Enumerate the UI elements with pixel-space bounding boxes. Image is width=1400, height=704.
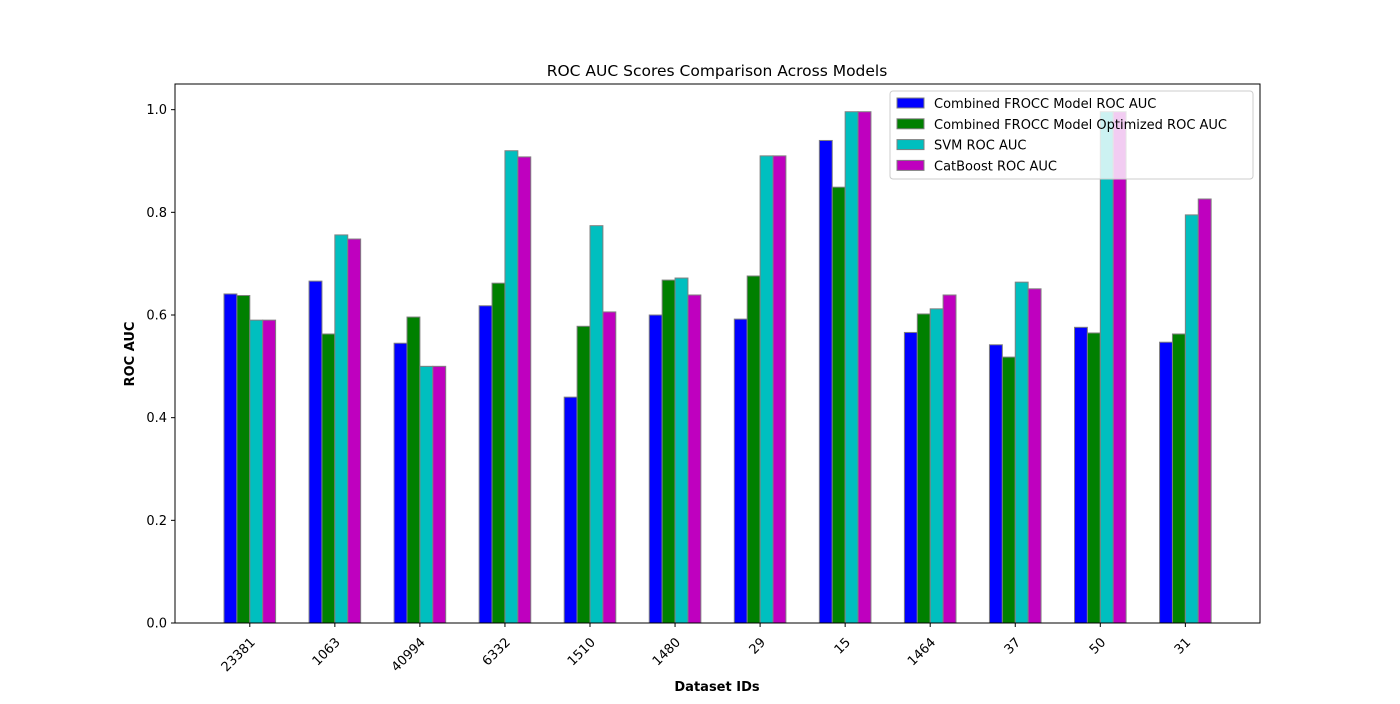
legend: Combined FROCC Model ROC AUC Combined FRO… <box>889 90 1254 180</box>
x-tick-label: 29 <box>747 635 769 657</box>
bar-3-1480 <box>674 277 689 624</box>
x-tick-label: 1464 <box>905 635 939 669</box>
bar-2-37 <box>1001 356 1016 624</box>
bar-3-1510 <box>589 225 604 624</box>
bar-4-23381 <box>262 319 277 624</box>
bar-2-6332 <box>491 282 506 624</box>
x-tick-label: 37 <box>1002 635 1024 657</box>
bar-1-1480 <box>648 314 663 624</box>
bars-layer <box>223 111 1212 624</box>
x-tick-label: 1480 <box>650 635 684 669</box>
bar-3-6332 <box>504 150 519 624</box>
bar-2-31 <box>1171 333 1186 624</box>
y-tick-label: 0.8 <box>146 206 167 221</box>
legend-label: SVM ROC AUC <box>934 139 1026 154</box>
x-tick-label: 50 <box>1087 635 1109 657</box>
legend-label: Combined FROCC Model ROC AUC <box>934 97 1156 112</box>
bar-4-29 <box>772 155 787 624</box>
legend-box <box>889 90 1254 180</box>
y-tick-label: 0.0 <box>146 617 167 632</box>
x-tick-label: 40994 <box>389 635 429 675</box>
bar-1-29 <box>733 318 748 624</box>
bar-2-50 <box>1086 332 1101 624</box>
bar-3-31 <box>1184 214 1199 624</box>
y-tick-label: 1.0 <box>146 103 167 118</box>
x-tick-label: 1063 <box>310 635 344 669</box>
bar-4-1510 <box>602 311 617 624</box>
bar-1-50 <box>1074 326 1088 624</box>
x-tick-label: 23381 <box>219 635 259 675</box>
bar-1-40994 <box>393 342 408 624</box>
bar-3-50 <box>1099 111 1114 624</box>
y-axis-title: ROC AUC <box>123 322 138 387</box>
bar-1-31 <box>1159 341 1173 624</box>
bar-4-40994 <box>432 365 447 624</box>
plot-frame <box>174 83 1261 624</box>
bar-3-29 <box>759 155 774 624</box>
bar-3-1063 <box>334 234 349 624</box>
legend-swatch <box>896 97 925 109</box>
x-axis-title: Dataset IDs <box>674 680 759 695</box>
bar-1-1464 <box>903 331 918 624</box>
y-axis: 0.0 0.2 0.4 0.6 0.8 1.0 <box>146 103 175 632</box>
y-tick-label: 0.6 <box>146 309 167 324</box>
bar-2-1480 <box>661 279 676 624</box>
x-tick-label: 31 <box>1172 635 1194 657</box>
bar-2-1464 <box>916 313 931 624</box>
bar-1-37 <box>988 344 1003 624</box>
bar-3-37 <box>1014 281 1029 624</box>
bar-4-1063 <box>347 238 362 624</box>
bar-4-31 <box>1197 198 1212 624</box>
x-tick-label: 6332 <box>480 635 514 669</box>
bar-2-1510 <box>576 325 591 624</box>
bar-1-23381 <box>223 293 238 624</box>
bar-1-1063 <box>308 280 323 624</box>
bar-2-1063 <box>321 333 336 624</box>
legend-label: Combined FROCC Model Optimized ROC AUC <box>934 118 1227 133</box>
bar-1-1510 <box>563 396 578 624</box>
bar-2-40994 <box>406 316 421 624</box>
bar-4-37 <box>1027 288 1042 624</box>
bar-1-6332 <box>478 305 493 624</box>
x-tick-label: 1510 <box>565 635 599 669</box>
bar-4-15 <box>857 111 872 624</box>
x-axis: 23381 1063 40994 6332 1510 1480 29 15 1464 37 50 31 <box>219 623 1194 675</box>
legend-swatch <box>896 159 925 171</box>
bar-3-40994 <box>419 365 434 624</box>
y-tick-label: 0.4 <box>146 411 167 426</box>
legend-swatch <box>896 118 925 130</box>
bar-2-15 <box>831 186 846 624</box>
chart-title: ROC AUC Scores Comparison Across Models <box>547 62 888 80</box>
bar-3-23381 <box>249 319 264 624</box>
bar-4-6332 <box>517 156 532 624</box>
bar-3-1464 <box>929 308 944 624</box>
bar-1-15 <box>818 139 833 624</box>
x-tick-label: 15 <box>832 635 854 657</box>
bar-3-15 <box>844 111 859 624</box>
legend-label: CatBoost ROC AUC <box>934 159 1057 174</box>
bar-4-1480 <box>687 294 702 624</box>
legend-swatch <box>896 139 925 151</box>
bar-4-50 <box>1112 111 1127 624</box>
bar-2-23381 <box>236 294 251 624</box>
bar-4-1464 <box>942 294 957 624</box>
y-tick-label: 0.2 <box>146 514 167 529</box>
bar-2-29 <box>746 275 761 624</box>
